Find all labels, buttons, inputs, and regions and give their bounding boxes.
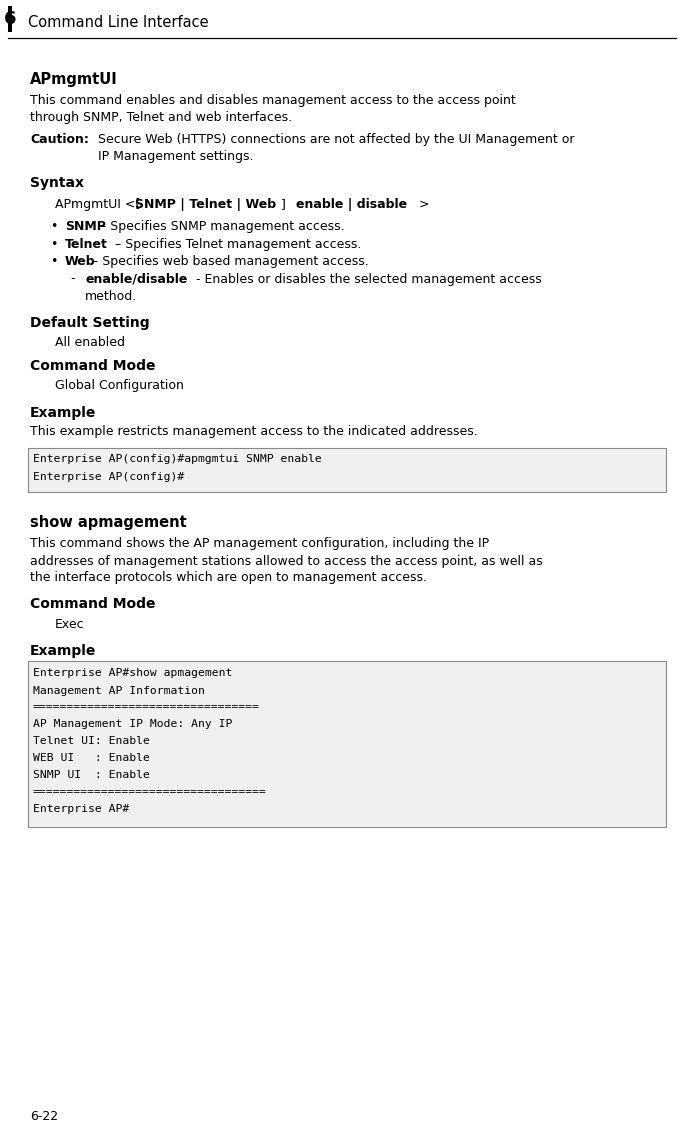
Text: enable | disable: enable | disable	[295, 199, 407, 211]
Text: =================================: =================================	[33, 703, 260, 713]
Text: SNMP | Telnet | Web: SNMP | Telnet | Web	[135, 199, 276, 211]
Text: show apmagement: show apmagement	[30, 515, 187, 530]
Text: enable/disable: enable/disable	[85, 273, 187, 285]
Text: Global Configuration: Global Configuration	[55, 379, 184, 393]
Text: through SNMP, Telnet and web interfaces.: through SNMP, Telnet and web interfaces.	[30, 111, 292, 124]
Text: ==================================: ==================================	[33, 787, 267, 797]
Text: >: >	[418, 199, 429, 211]
Text: Enterprise AP(config)#apmgmtui SNMP enable: Enterprise AP(config)#apmgmtui SNMP enab…	[33, 455, 321, 465]
Text: Management AP Information: Management AP Information	[33, 686, 205, 696]
Text: addresses of management stations allowed to access the access point, as well as: addresses of management stations allowed…	[30, 555, 542, 567]
Text: Secure Web (HTTPS) connections are not affected by the UI Management or: Secure Web (HTTPS) connections are not a…	[98, 133, 575, 146]
Text: Command Mode: Command Mode	[30, 598, 155, 611]
Text: – Specifies Telnet management access.: – Specifies Telnet management access.	[111, 238, 361, 250]
Text: Enterprise AP(config)#: Enterprise AP(config)#	[33, 472, 184, 482]
Text: Exec: Exec	[55, 617, 85, 631]
Text: Default Setting: Default Setting	[30, 316, 150, 329]
Text: Command Mode: Command Mode	[30, 360, 155, 373]
Text: Caution:: Caution:	[30, 133, 89, 146]
Text: This command enables and disables management access to the access point: This command enables and disables manage…	[30, 94, 516, 107]
Text: SNMP: SNMP	[65, 220, 106, 233]
Text: •: •	[50, 255, 57, 268]
Text: APmgmtUI <[: APmgmtUI <[	[55, 199, 140, 211]
Text: 6-22: 6-22	[30, 1110, 58, 1123]
Text: APmgmtUI: APmgmtUI	[30, 72, 118, 87]
Text: Telnet: Telnet	[65, 238, 108, 250]
Text: AP Management IP Mode: Any IP: AP Management IP Mode: Any IP	[33, 720, 233, 730]
Text: •: •	[50, 238, 57, 250]
FancyBboxPatch shape	[28, 661, 666, 827]
Text: All enabled: All enabled	[55, 335, 125, 349]
Text: IP Management settings.: IP Management settings.	[98, 150, 254, 164]
Text: Command Line Interface: Command Line Interface	[28, 15, 209, 29]
Text: Enterprise AP#: Enterprise AP#	[33, 804, 129, 814]
Text: Web: Web	[65, 255, 96, 268]
Text: Telnet UI: Enable: Telnet UI: Enable	[33, 737, 150, 747]
Text: – Specifies web based management access.: – Specifies web based management access.	[88, 255, 369, 268]
Text: Enterprise AP#show apmagement: Enterprise AP#show apmagement	[33, 669, 233, 679]
Text: This command shows the AP management configuration, including the IP: This command shows the AP management con…	[30, 538, 489, 550]
Text: – Specifies SNMP management access.: – Specifies SNMP management access.	[96, 220, 344, 233]
Text: This example restricts management access to the indicated addresses.: This example restricts management access…	[30, 425, 477, 439]
Text: the interface protocols which are open to management access.: the interface protocols which are open t…	[30, 572, 427, 584]
Text: •: •	[50, 220, 57, 233]
Text: 6: 6	[3, 10, 16, 28]
Text: Syntax: Syntax	[30, 176, 84, 190]
Text: SNMP UI  : Enable: SNMP UI : Enable	[33, 770, 150, 781]
Bar	[8, 6, 12, 32]
Text: APmgmtUI <[SNMP | Telnet | Web] enable | disable>: APmgmtUI <[SNMP | Telnet | Web] enable |…	[55, 199, 384, 211]
FancyBboxPatch shape	[28, 448, 666, 492]
Text: -: -	[70, 273, 75, 285]
Text: WEB UI   : Enable: WEB UI : Enable	[33, 754, 150, 764]
Text: ]: ]	[281, 199, 290, 211]
Text: Example: Example	[30, 405, 96, 420]
Text: Example: Example	[30, 643, 96, 658]
Text: - Enables or disables the selected management access: - Enables or disables the selected manag…	[192, 273, 542, 285]
Text: method.: method.	[85, 290, 137, 302]
